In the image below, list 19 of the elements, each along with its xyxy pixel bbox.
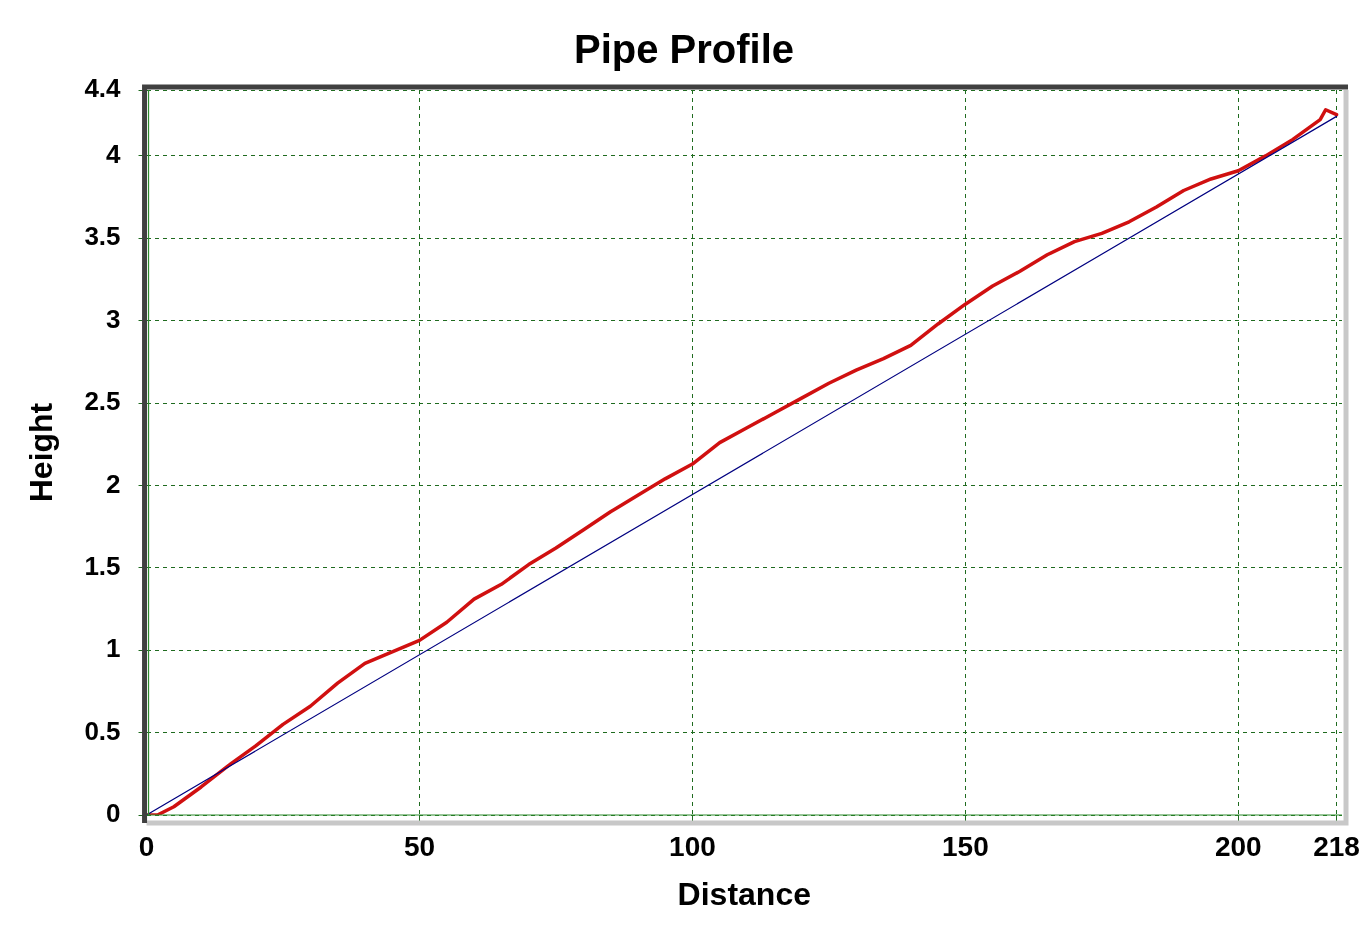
y-tick-label: 4 [106,139,122,170]
x-tick-label: 218 [1313,830,1360,862]
y-tick-label: 0 [106,798,121,829]
x-tick-label: 200 [1214,830,1262,862]
y-tick-label: 4.4 [84,73,122,104]
x-tick-label: 50 [403,830,436,862]
chart-title: Pipe Profile [573,27,795,72]
y-tick-label: 3.5 [84,221,121,252]
y-axis-title: Height [23,402,60,503]
y-tick-label: 0.5 [84,715,121,746]
x-tick-label: 100 [669,830,716,862]
y-tick-label: 3 [106,303,121,334]
y-tick-label: 1.5 [84,551,121,582]
y-tick-label: 2 [106,468,121,499]
y-tick-label: 2.5 [84,386,121,417]
x-tick-label: 0 [138,830,155,862]
x-tick-label: 150 [942,830,989,862]
y-tick-label: 1 [106,633,121,664]
x-axis-title: Distance [677,875,811,912]
